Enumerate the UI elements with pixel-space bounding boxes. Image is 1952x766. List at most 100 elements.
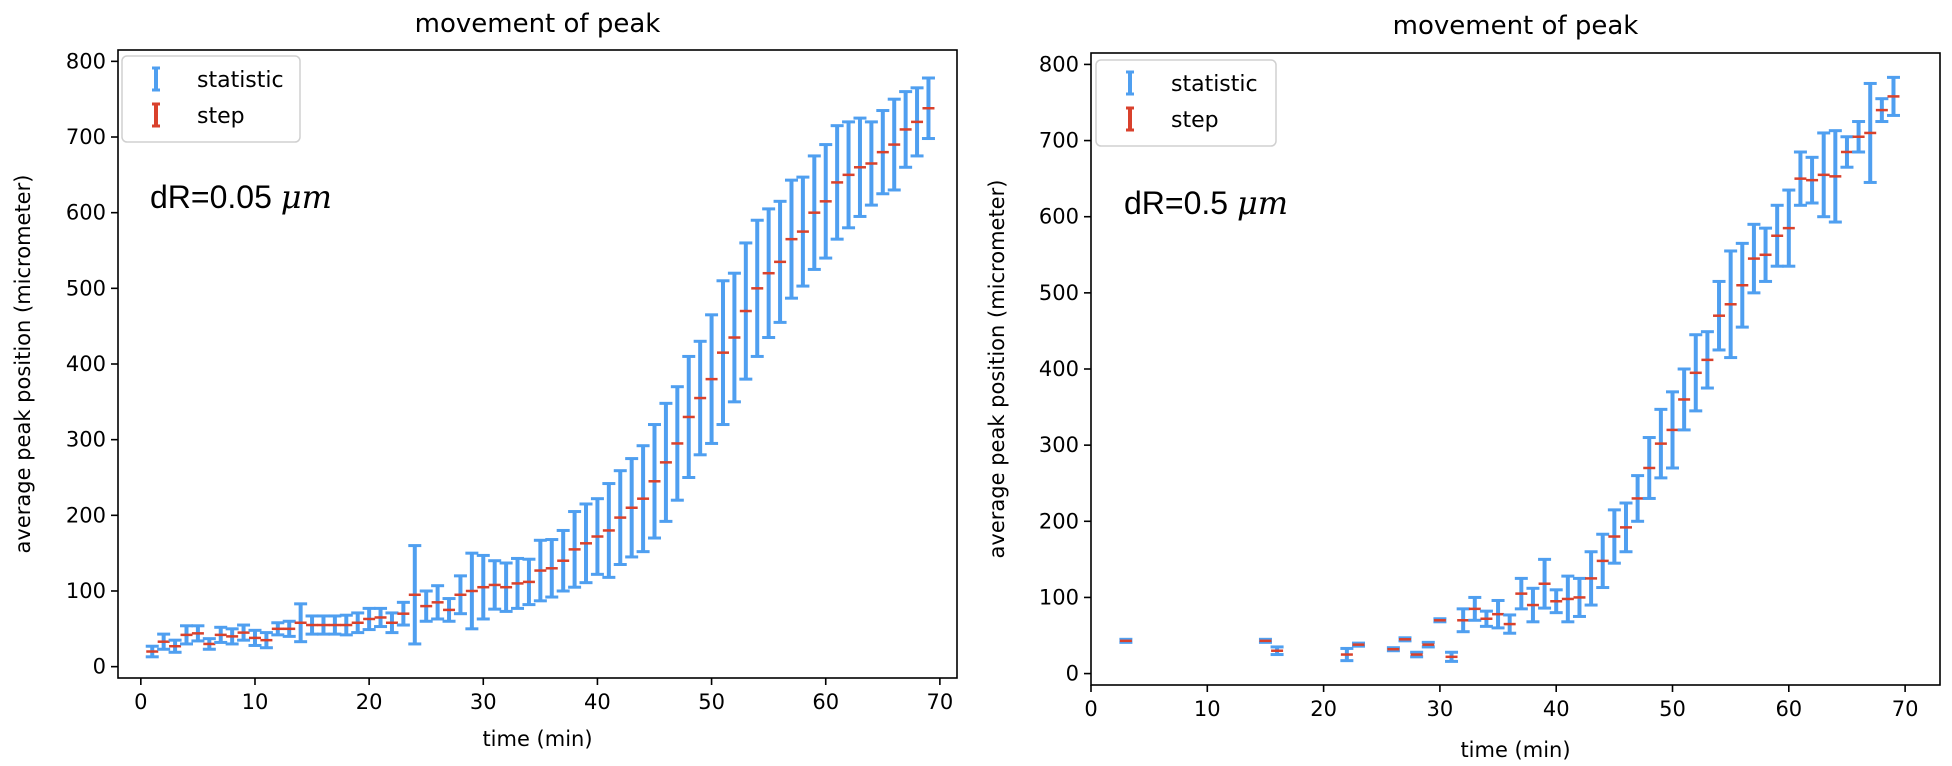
errorbar: [670, 385, 684, 502]
errorbar: [305, 614, 319, 636]
y-axis-label: average peak position (micrometer): [11, 175, 35, 554]
errorbar: [1340, 646, 1354, 663]
x-tick-label: 70: [1892, 697, 1919, 721]
errorbar: [659, 401, 673, 523]
errorbar: [1805, 155, 1819, 205]
errorbar: [807, 154, 821, 271]
errorbar: [1468, 595, 1482, 622]
errorbar: [1654, 407, 1668, 480]
errorbar: [545, 538, 559, 599]
errorbar: [784, 178, 798, 300]
errorbar: [179, 624, 193, 646]
legend-handle: [1126, 106, 1134, 132]
errorbar: [488, 559, 502, 611]
y-tick-label: 700: [1039, 129, 1079, 153]
x-tick-label: 10: [242, 690, 269, 714]
x-tick-label: 10: [1194, 697, 1221, 721]
y-tick-label: 200: [1039, 509, 1079, 533]
errorbar: [1410, 650, 1424, 659]
errorbar: [1514, 576, 1528, 611]
errorbar: [351, 611, 365, 635]
errorbar: [1724, 249, 1738, 360]
errorbar: [191, 624, 205, 643]
errorbar: [762, 207, 776, 340]
errorbar: [887, 97, 901, 192]
errorbar: [1619, 501, 1633, 554]
errorbar: [476, 553, 490, 621]
errorbar: [1456, 607, 1470, 634]
errorbar: [431, 584, 445, 621]
x-tick-label: 20: [356, 690, 383, 714]
errorbar: [1561, 574, 1575, 624]
errorbar: [1445, 650, 1459, 663]
errorbar: [750, 218, 764, 358]
errorbar: [1607, 508, 1621, 565]
errorbar: [727, 271, 741, 404]
y-tick-label: 0: [1066, 662, 1079, 686]
errorbar: [1421, 640, 1435, 649]
errorbar: [853, 116, 867, 218]
x-tick-label: 60: [812, 690, 839, 714]
errorbar: [1735, 241, 1749, 329]
annotation-text: dR=0.5 μm: [1124, 184, 1288, 222]
errorbar: [1782, 188, 1796, 268]
errorbar: [842, 120, 856, 230]
errorbar: [1747, 222, 1761, 295]
errorbar: [876, 109, 890, 196]
errorbar: [316, 614, 330, 636]
errorbar: [1642, 436, 1656, 500]
errorbar: [1840, 135, 1854, 169]
errorbar: [1712, 279, 1726, 352]
errorbar: [465, 551, 479, 631]
errorbar: [1351, 641, 1365, 648]
errorbar: [1526, 586, 1540, 624]
errorbar: [1770, 203, 1784, 268]
errorbar: [613, 469, 627, 567]
errorbar: [1700, 330, 1714, 390]
errorbar: [1759, 226, 1773, 283]
y-tick-label: 500: [66, 276, 106, 300]
x-tick-label: 0: [1084, 697, 1097, 721]
legend-handle: [1126, 70, 1134, 96]
errorbar: [568, 510, 582, 589]
errorbar: [271, 621, 285, 637]
errorbar: [214, 625, 228, 644]
errorbar: [819, 143, 833, 260]
x-axis-label: time (min): [482, 727, 592, 751]
errorbar: [408, 544, 422, 646]
errorbar: [773, 199, 787, 324]
x-tick-label: 30: [470, 690, 497, 714]
x-tick-label: 30: [1427, 697, 1454, 721]
errorbar: [1258, 637, 1272, 644]
y-tick-label: 600: [1039, 205, 1079, 229]
y-tick-label: 600: [66, 201, 106, 225]
annotation-text: dR=0.05 μm: [150, 178, 332, 216]
errorbar: [259, 631, 273, 650]
legend-label: statistic: [197, 68, 284, 93]
errorbar: [339, 613, 353, 637]
errorbar: [1817, 131, 1831, 219]
errorbar: [1875, 97, 1889, 124]
chart-title: movement of peak: [1393, 11, 1639, 41]
errorbar: [739, 241, 753, 381]
errorbar: [796, 175, 810, 288]
errorbar: [1828, 129, 1842, 224]
errorbar: [602, 482, 616, 579]
x-axis-label: time (min): [1460, 738, 1570, 762]
x-tick-label: 40: [584, 690, 611, 714]
errorbar: [168, 638, 182, 654]
plot-frame: [1090, 52, 1941, 686]
errorbar: [636, 444, 650, 554]
errorbar: [899, 90, 913, 169]
errorbar: [282, 619, 296, 638]
errorbar: [1433, 617, 1447, 624]
errorbar: [1631, 474, 1645, 523]
errorbar: [864, 120, 878, 207]
errorbar: [693, 339, 707, 457]
errorbar: [157, 632, 171, 651]
errorbar: [648, 423, 662, 540]
errorbar: [830, 124, 844, 241]
errorbar: [225, 627, 239, 646]
x-tick-label: 50: [1659, 697, 1686, 721]
